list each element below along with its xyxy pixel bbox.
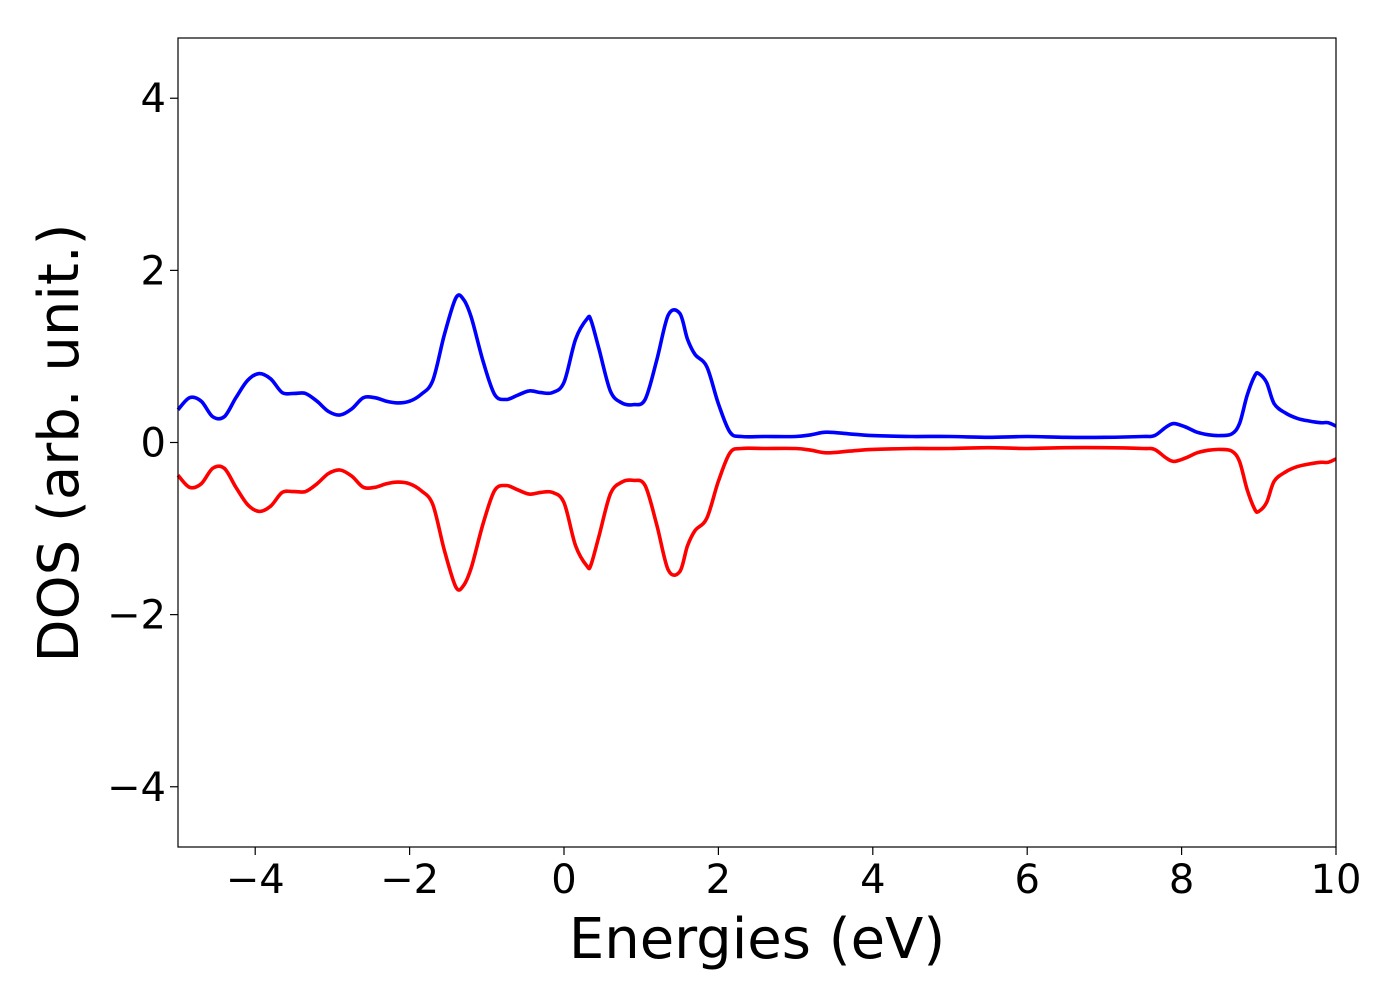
x-tick-label: 6 bbox=[1014, 857, 1039, 903]
series-layer bbox=[176, 293, 1337, 592]
dos-line-blue bbox=[176, 293, 1337, 440]
y-tick-label: −4 bbox=[107, 765, 166, 811]
x-tick-label: 4 bbox=[860, 857, 885, 903]
x-tick-label: 0 bbox=[551, 857, 576, 903]
x-axis-ticks: −4 −2 0 2 4 6 8 10 bbox=[226, 847, 1362, 903]
x-tick-label: 2 bbox=[706, 857, 731, 903]
y-tick-label: −2 bbox=[107, 593, 166, 639]
x-tick-label: −2 bbox=[380, 857, 439, 903]
y-tick-label: 2 bbox=[141, 248, 166, 294]
dos-line-red bbox=[176, 445, 1337, 592]
x-tick-label: −4 bbox=[226, 857, 285, 903]
x-axis-title: Energies (eV) bbox=[569, 907, 945, 972]
x-tick-label: 8 bbox=[1169, 857, 1194, 903]
y-axis-title: DOS (arb. unit.) bbox=[27, 223, 92, 662]
y-tick-label: 0 bbox=[141, 421, 166, 467]
y-tick-label: 4 bbox=[141, 76, 166, 122]
y-axis-ticks: −4 −2 0 2 4 bbox=[107, 76, 178, 811]
x-tick-label: 10 bbox=[1311, 857, 1362, 903]
